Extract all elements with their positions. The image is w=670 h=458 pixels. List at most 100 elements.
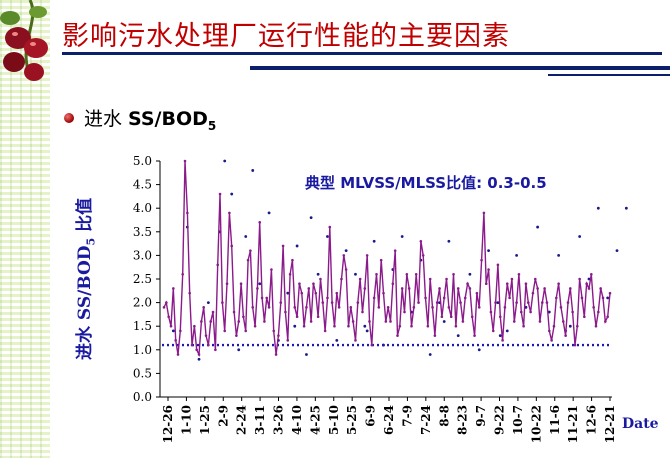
series-point bbox=[435, 301, 439, 304]
series-point bbox=[470, 315, 474, 319]
series-point bbox=[200, 320, 203, 323]
series-line-0 bbox=[163, 160, 611, 358]
series-point bbox=[337, 306, 341, 309]
series-point bbox=[228, 211, 231, 215]
series-point bbox=[519, 310, 523, 314]
series-point bbox=[251, 306, 255, 309]
series-point bbox=[405, 272, 409, 276]
series-point bbox=[442, 296, 446, 300]
x-tick-label: 2-24 bbox=[235, 405, 249, 435]
series-point bbox=[606, 315, 609, 319]
bullet-subscript: 5 bbox=[207, 118, 217, 133]
scatter-point bbox=[230, 192, 234, 196]
series-point bbox=[368, 320, 371, 323]
series-point bbox=[225, 282, 229, 286]
scatter-point bbox=[400, 235, 404, 238]
series-point bbox=[382, 291, 385, 295]
series-point bbox=[377, 306, 381, 309]
x-tick-label: 6-9 bbox=[364, 405, 378, 427]
x-axis-label: Date bbox=[622, 416, 659, 432]
series-point bbox=[295, 315, 299, 319]
series-point bbox=[391, 282, 395, 286]
title-divider bbox=[62, 52, 662, 55]
series-point bbox=[491, 329, 495, 333]
scatter-point bbox=[557, 254, 561, 257]
y-tick-label: 0.0 bbox=[133, 390, 152, 404]
series-point bbox=[375, 272, 378, 276]
series-point bbox=[218, 192, 222, 196]
series-point bbox=[393, 249, 397, 252]
series-point bbox=[540, 301, 544, 304]
scatter-point bbox=[498, 334, 502, 338]
series-point bbox=[326, 296, 329, 300]
series-point bbox=[183, 159, 187, 163]
series-point bbox=[305, 306, 308, 309]
series-point bbox=[545, 301, 549, 304]
series-point bbox=[358, 277, 362, 281]
x-tick-label: 4-25 bbox=[308, 405, 322, 435]
series-point bbox=[288, 272, 292, 276]
series-point bbox=[293, 306, 297, 309]
scatter-point bbox=[316, 272, 320, 276]
series-point bbox=[197, 353, 201, 356]
series-point bbox=[526, 301, 530, 304]
series-point bbox=[554, 296, 558, 300]
series-point bbox=[466, 282, 469, 286]
series-point bbox=[445, 277, 448, 281]
x-tick-label: 8-8 bbox=[437, 405, 451, 427]
series-point bbox=[232, 310, 236, 314]
scatter-point bbox=[477, 348, 481, 352]
series-point bbox=[597, 310, 600, 314]
series-point bbox=[235, 334, 238, 337]
series-point bbox=[347, 324, 350, 328]
x-tick-label: 5-10 bbox=[327, 405, 341, 435]
series-point bbox=[529, 310, 532, 314]
series-point bbox=[281, 244, 285, 248]
series-point bbox=[424, 296, 427, 300]
series-point bbox=[239, 282, 243, 286]
series-point bbox=[431, 306, 434, 309]
series-point bbox=[384, 320, 388, 323]
series-point bbox=[284, 310, 287, 314]
scatter-point bbox=[309, 216, 313, 220]
chart-annotation: 典型 MLVSS/MLSS比值: 0.3-0.5 bbox=[305, 174, 547, 192]
x-tick-label: 10-7 bbox=[511, 405, 525, 435]
x-tick-label: 11-6 bbox=[548, 405, 562, 435]
series-point bbox=[396, 334, 399, 337]
series-point bbox=[249, 249, 252, 252]
series-point bbox=[256, 287, 259, 290]
x-tick-label: 3-26 bbox=[272, 405, 286, 435]
series-point bbox=[480, 258, 483, 262]
series-point bbox=[361, 310, 364, 314]
series-point bbox=[604, 320, 607, 323]
series-point bbox=[172, 287, 175, 290]
series-point bbox=[552, 324, 556, 328]
series-point bbox=[204, 334, 208, 337]
series-point bbox=[454, 324, 458, 328]
series-point bbox=[246, 258, 250, 262]
title-divider-accent bbox=[548, 74, 670, 76]
series-point bbox=[564, 334, 567, 337]
series-point bbox=[590, 272, 593, 276]
series-point bbox=[449, 315, 453, 319]
series-point bbox=[417, 301, 420, 304]
series-point bbox=[496, 263, 500, 267]
series-point bbox=[298, 282, 301, 286]
series-point bbox=[580, 296, 584, 300]
scatter-point bbox=[251, 169, 255, 172]
series-point bbox=[503, 306, 507, 309]
series-point bbox=[489, 310, 493, 314]
scatter-point bbox=[587, 277, 591, 281]
series-point bbox=[473, 334, 476, 337]
series-point bbox=[585, 282, 588, 286]
series-point bbox=[583, 315, 586, 319]
chart-axes: 0.0 0.5 1.0 1.5 2.0 2.5 3.0 3.5 4.0 4.5 5.0 12-26 1-… bbox=[133, 154, 617, 443]
y-tick-label: 1.5 bbox=[133, 319, 152, 333]
series-point bbox=[468, 287, 472, 290]
series-point bbox=[179, 329, 182, 333]
series-point bbox=[531, 291, 535, 295]
scatter-point bbox=[326, 235, 329, 238]
series-point bbox=[559, 306, 563, 309]
series-point bbox=[323, 329, 327, 333]
series-point bbox=[508, 296, 511, 300]
